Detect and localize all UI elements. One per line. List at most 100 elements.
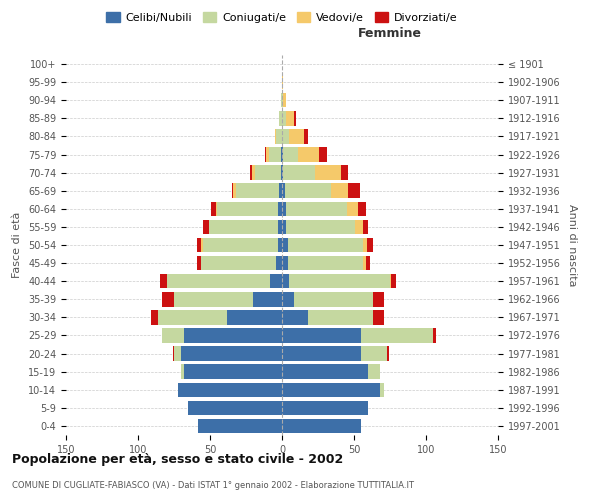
Bar: [298, 148, 319, 162]
Bar: [361, 328, 433, 342]
Bar: [341, 166, 348, 180]
Y-axis label: Fasce di età: Fasce di età: [13, 212, 22, 278]
Bar: [286, 111, 293, 126]
Bar: [253, 292, 282, 306]
Bar: [282, 93, 283, 108]
Bar: [293, 111, 296, 126]
Bar: [282, 166, 283, 180]
Bar: [282, 364, 368, 379]
Bar: [271, 274, 282, 288]
Bar: [178, 382, 282, 397]
Bar: [285, 184, 331, 198]
Bar: [283, 166, 315, 180]
Bar: [281, 93, 282, 108]
Bar: [211, 202, 216, 216]
Bar: [315, 166, 341, 180]
Bar: [367, 238, 373, 252]
Bar: [188, 400, 282, 415]
Bar: [167, 274, 271, 288]
Bar: [390, 274, 391, 288]
Bar: [380, 382, 384, 397]
Bar: [278, 238, 282, 252]
Bar: [184, 328, 282, 342]
Bar: [282, 400, 368, 415]
Bar: [281, 166, 282, 180]
Bar: [355, 220, 362, 234]
Bar: [276, 129, 282, 144]
Bar: [288, 238, 362, 252]
Bar: [276, 256, 282, 270]
Bar: [252, 166, 254, 180]
Bar: [199, 418, 282, 433]
Bar: [387, 346, 389, 361]
Bar: [158, 310, 227, 324]
Bar: [282, 328, 361, 342]
Bar: [266, 148, 269, 162]
Bar: [181, 346, 282, 361]
Bar: [373, 292, 384, 306]
Bar: [278, 220, 282, 234]
Bar: [289, 274, 390, 288]
Bar: [254, 166, 281, 180]
Bar: [282, 382, 380, 397]
Bar: [174, 292, 253, 306]
Bar: [197, 238, 202, 252]
Bar: [365, 256, 370, 270]
Bar: [282, 274, 289, 288]
Bar: [282, 220, 286, 234]
Bar: [368, 364, 380, 379]
Bar: [362, 238, 367, 252]
Bar: [202, 256, 276, 270]
Bar: [279, 184, 282, 198]
Bar: [282, 184, 285, 198]
Bar: [163, 292, 174, 306]
Bar: [209, 220, 278, 234]
Bar: [282, 418, 361, 433]
Bar: [286, 202, 347, 216]
Bar: [282, 111, 286, 126]
Text: Popolazione per età, sesso e stato civile - 2002: Popolazione per età, sesso e stato civil…: [12, 452, 343, 466]
Bar: [173, 346, 174, 361]
Bar: [236, 184, 279, 198]
Bar: [160, 274, 167, 288]
Bar: [362, 256, 365, 270]
Bar: [282, 75, 283, 90]
Bar: [163, 328, 184, 342]
Bar: [281, 148, 282, 162]
Bar: [197, 256, 202, 270]
Bar: [203, 220, 209, 234]
Bar: [282, 202, 286, 216]
Bar: [282, 292, 293, 306]
Bar: [331, 184, 348, 198]
Bar: [275, 129, 276, 144]
Bar: [358, 202, 365, 216]
Bar: [233, 184, 236, 198]
Bar: [278, 202, 282, 216]
Bar: [202, 238, 203, 252]
Bar: [286, 220, 355, 234]
Bar: [181, 364, 184, 379]
Bar: [362, 220, 368, 234]
Bar: [282, 256, 288, 270]
Bar: [288, 256, 362, 270]
Bar: [289, 129, 304, 144]
Bar: [361, 346, 387, 361]
Bar: [373, 310, 384, 324]
Bar: [293, 292, 373, 306]
Bar: [282, 129, 289, 144]
Bar: [283, 93, 286, 108]
Bar: [151, 310, 158, 324]
Legend: Celibi/Nubili, Coniugati/e, Vedovi/e, Divorziati/e: Celibi/Nubili, Coniugati/e, Vedovi/e, Di…: [102, 8, 462, 27]
Bar: [282, 148, 283, 162]
Bar: [304, 129, 308, 144]
Bar: [174, 346, 181, 361]
Bar: [319, 148, 326, 162]
Bar: [232, 184, 233, 198]
Bar: [279, 111, 282, 126]
Bar: [216, 202, 217, 216]
Bar: [227, 310, 282, 324]
Bar: [433, 328, 436, 342]
Text: COMUNE DI CUGLIATE-FABIASCO (VA) - Dati ISTAT 1° gennaio 2002 - Elaborazione TUT: COMUNE DI CUGLIATE-FABIASCO (VA) - Dati …: [12, 480, 414, 490]
Bar: [347, 202, 358, 216]
Text: Femmine: Femmine: [358, 27, 422, 40]
